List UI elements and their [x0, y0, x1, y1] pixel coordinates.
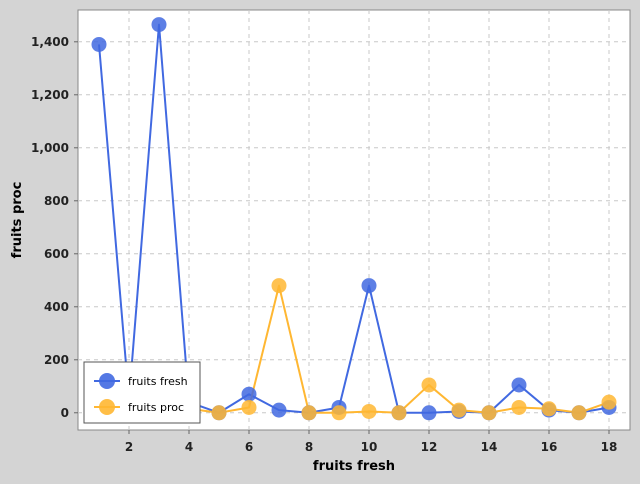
data-point-0	[421, 405, 437, 421]
x-tick-label: 12	[421, 440, 438, 454]
data-point-1	[571, 405, 587, 421]
y-tick-label: 600	[44, 247, 69, 261]
x-tick-label: 10	[361, 440, 378, 454]
data-point-1	[481, 405, 497, 421]
x-tick-label: 8	[305, 440, 313, 454]
data-point-1	[541, 401, 557, 417]
data-point-1	[421, 377, 437, 393]
y-tick-label: 200	[44, 353, 69, 367]
data-point-0	[511, 377, 527, 393]
y-tick-label: 400	[44, 300, 69, 314]
y-tick-label: 1,400	[31, 35, 69, 49]
x-tick-label: 2	[125, 440, 133, 454]
axes: 2 4 6 8 10 12 14 16 18 0 200 400 600 800 1,000 1,200 1,4…	[31, 35, 617, 454]
x-tick-label: 16	[541, 440, 558, 454]
legend-label-fresh: fruits fresh	[128, 375, 188, 388]
data-point-0	[241, 386, 257, 402]
data-point-1	[391, 405, 407, 421]
x-tick-label: 14	[481, 440, 498, 454]
data-point-0	[151, 17, 167, 33]
legend-marker-proc	[99, 399, 115, 415]
legend-marker-fresh	[99, 373, 115, 389]
data-point-1	[511, 399, 527, 415]
data-point-1	[361, 403, 377, 419]
data-point-1	[241, 399, 257, 415]
x-axis-label: fruits fresh	[313, 459, 395, 474]
y-tick-label: 0	[61, 406, 69, 420]
grid	[78, 10, 630, 430]
y-tick-label: 1,000	[31, 141, 69, 155]
data-point-0	[361, 278, 377, 294]
data-point-1	[301, 405, 317, 421]
data-point-0	[91, 36, 107, 52]
data-point-0	[271, 402, 287, 418]
x-tick-label: 6	[245, 440, 253, 454]
data-point-1	[331, 405, 347, 421]
legend-label-proc: fruits proc	[128, 401, 184, 414]
data-point-1	[451, 402, 467, 418]
data-point-1	[601, 394, 617, 410]
x-tick-label: 4	[185, 440, 193, 454]
y-axis-label: fruits proc	[10, 182, 25, 259]
data-point-1	[211, 405, 227, 421]
y-tick-label: 1,200	[31, 88, 69, 102]
x-tick-label: 18	[601, 440, 618, 454]
legend: fruits fresh fruits proc	[83, 361, 201, 424]
y-tick-label: 800	[44, 194, 69, 208]
data-point-1	[271, 278, 287, 294]
